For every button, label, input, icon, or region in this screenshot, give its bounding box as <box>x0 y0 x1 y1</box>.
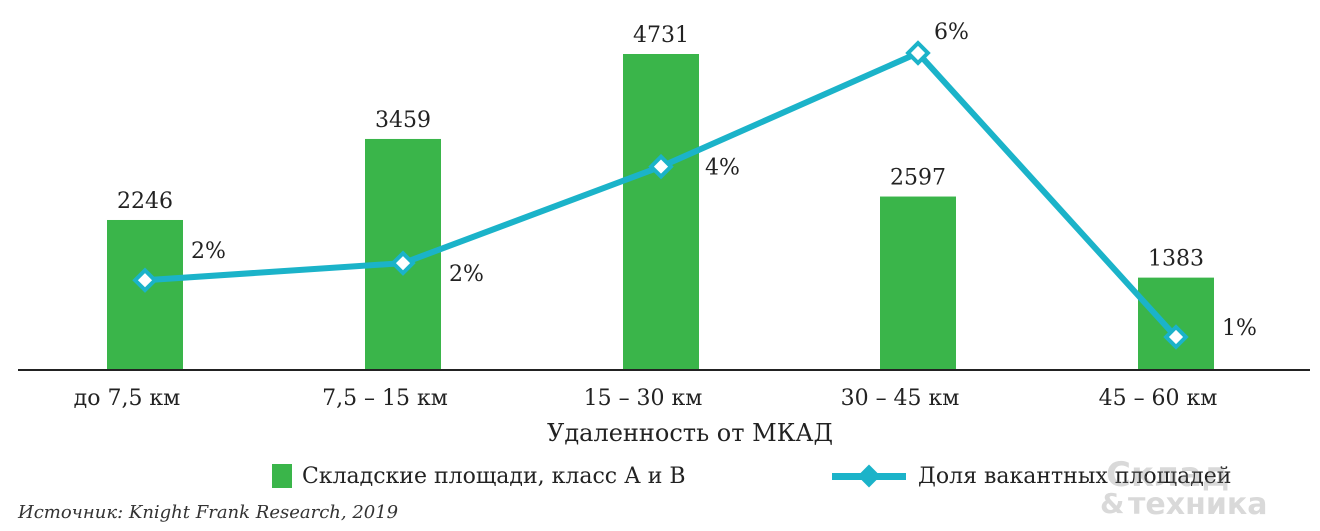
bar <box>880 196 956 370</box>
line-value-labels: 2% 2% 4% 6% 1% <box>191 20 1257 341</box>
bar-value-label: 3459 <box>375 108 431 133</box>
x-tick-label: 45 – 60 км <box>1099 386 1218 411</box>
source-note: Источник: Knight Frank Research, 2019 <box>18 502 399 523</box>
line-marker <box>390 250 416 276</box>
line-value-label: 2% <box>191 239 226 264</box>
bar-value-label: 2597 <box>890 166 946 191</box>
legend-bar: Складские площади, класс А и В <box>272 458 686 494</box>
line-marker <box>905 40 931 66</box>
x-tick-labels: до 7,5 км 7,5 – 15 км 15 – 30 км 30 – 45 км… <box>74 386 1218 411</box>
bar-value-label: 1383 <box>1148 247 1204 272</box>
bar <box>1138 277 1214 370</box>
line-series <box>132 40 1189 350</box>
line-marker <box>132 267 158 293</box>
line-value-label: 2% <box>449 262 484 287</box>
line-value-label: 1% <box>1222 316 1257 341</box>
chart: 2246 3459 4731 2597 1383 2% 2% 4% 6% 1% до 7,5 к… <box>18 20 1310 447</box>
line-marker <box>1163 324 1189 350</box>
bar <box>623 54 699 370</box>
legend-line: Доля вакантных площадей <box>832 458 1231 494</box>
x-tick-label: до 7,5 км <box>74 386 181 411</box>
x-tick-label: 15 – 30 км <box>584 386 703 411</box>
legend-bar-swatch <box>272 464 292 488</box>
bar-series <box>107 54 1214 370</box>
line-value-label: 4% <box>705 156 740 181</box>
legend-bar-label: Складские площади, класс А и В <box>302 463 686 489</box>
bar-value-label: 2246 <box>117 189 173 214</box>
bar-value-label: 4731 <box>633 23 689 48</box>
x-tick-label: 7,5 – 15 км <box>322 386 448 411</box>
watermark-logo: Склад & техника <box>1100 455 1268 522</box>
bar-value-labels: 2246 3459 4731 2597 1383 <box>117 23 1204 272</box>
legend-line-swatch <box>832 464 906 488</box>
x-tick-label: 30 – 45 км <box>841 386 960 411</box>
legend-line-label: Доля вакантных площадей <box>918 463 1232 489</box>
line-marker <box>648 153 674 180</box>
line-value-label: 6% <box>934 20 969 45</box>
x-axis-title: Удаленность от МКАД <box>547 419 833 447</box>
bar <box>107 219 183 370</box>
